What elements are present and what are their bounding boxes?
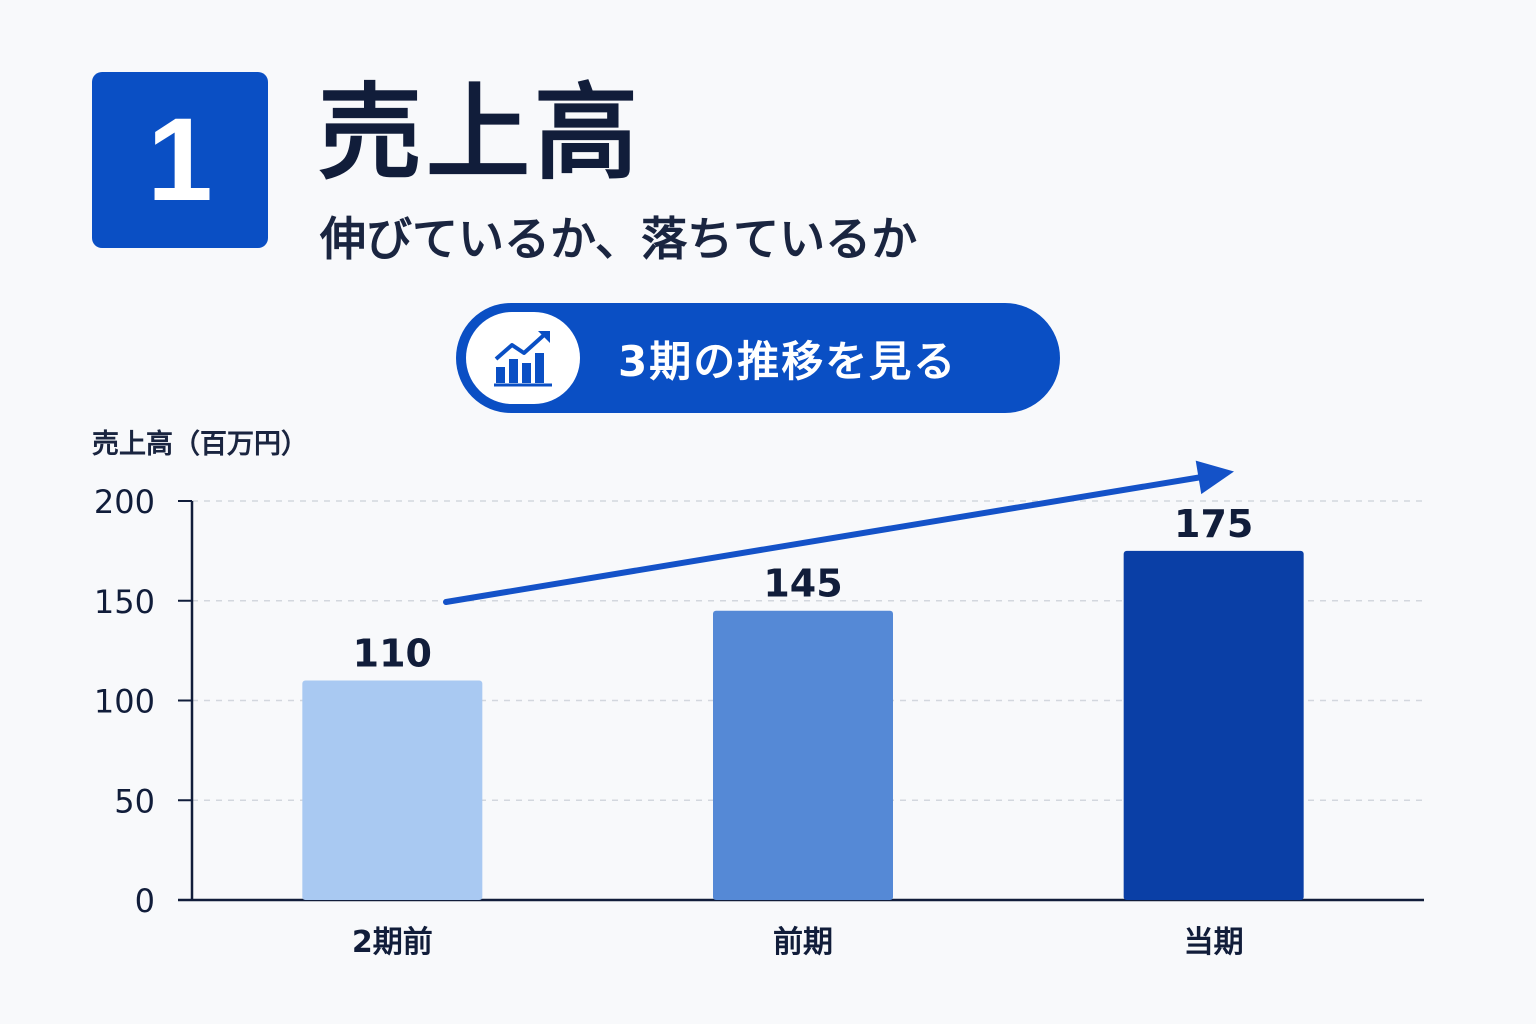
y-tick-label: 200 [94, 483, 155, 521]
x-category-label: 2期前 [352, 925, 433, 960]
trend-arrow-line [443, 473, 1211, 605]
y-tick-label: 50 [114, 782, 155, 820]
bar-3 [1123, 550, 1304, 900]
pill-label: 3期の推移を見る [618, 336, 958, 386]
bar-value-label: 145 [763, 562, 842, 606]
section-number-badge: 1 [92, 72, 268, 248]
x-category-label: 前期 [773, 925, 833, 960]
trend-pill: 3期の推移を見る [456, 303, 1060, 413]
y-tick-label: 150 [94, 583, 155, 621]
page-subtitle: 伸びているか、落ちているか [320, 212, 918, 266]
pill-icon-holder [466, 312, 580, 404]
bar-value-label: 110 [353, 632, 432, 676]
page-title: 売上高 [318, 72, 643, 194]
bar-chart-trend-icon [494, 331, 552, 387]
bar-1 [302, 680, 483, 900]
y-axis-title: 売上高（百万円） [92, 428, 308, 460]
section-number: 1 [147, 94, 213, 226]
bar-2 [713, 610, 893, 900]
y-tick-label: 100 [94, 683, 155, 721]
x-category-label: 当期 [1184, 925, 1244, 960]
trend-arrow-head [1195, 460, 1234, 495]
bar-value-label: 175 [1174, 502, 1253, 546]
y-tick-label: 0 [135, 882, 155, 920]
